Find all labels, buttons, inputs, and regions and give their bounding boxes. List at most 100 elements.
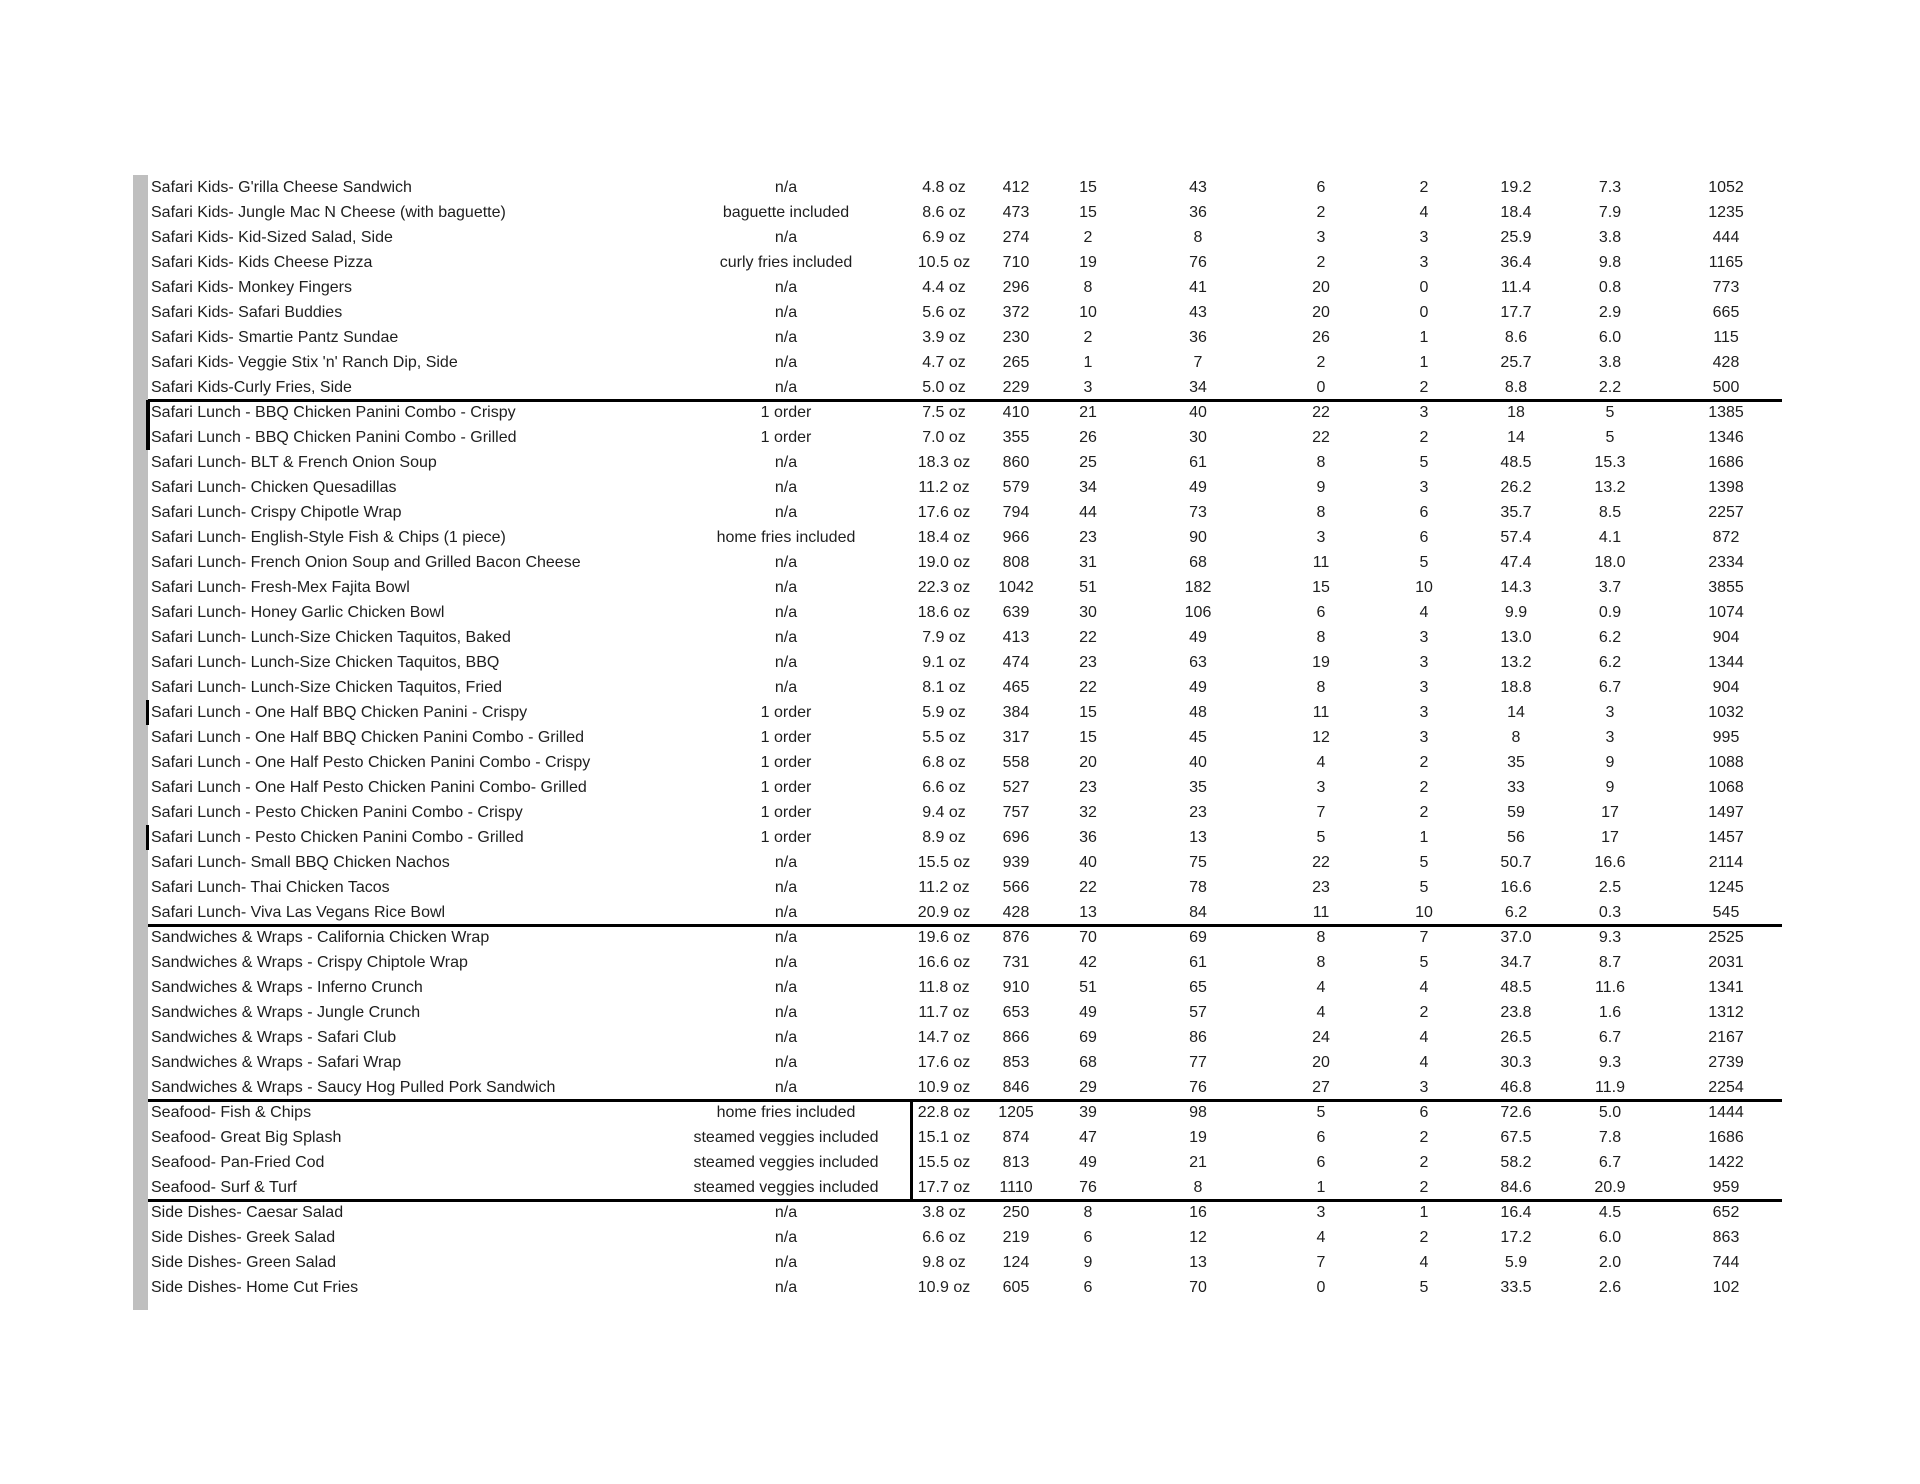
- note-cell[interactable]: n/a: [774, 1254, 798, 1271]
- value-cell[interactable]: 5.9: [1504, 1254, 1528, 1271]
- note-cell[interactable]: home fries included: [716, 529, 856, 546]
- value-cell[interactable]: 959: [1712, 1179, 1740, 1196]
- serving-size-cell[interactable]: 11.7 oz: [918, 1004, 970, 1021]
- value-cell[interactable]: 444: [1712, 229, 1740, 246]
- note-cell[interactable]: n/a: [774, 1029, 798, 1046]
- note-cell[interactable]: n/a: [774, 229, 798, 246]
- note-cell[interactable]: 1 order: [760, 779, 812, 796]
- note-cell[interactable]: n/a: [774, 1054, 798, 1071]
- value-cell[interactable]: 2: [1419, 1179, 1429, 1196]
- item-name-cell[interactable]: Safari Lunch - BBQ Chicken Panini Combo …: [151, 429, 517, 446]
- value-cell[interactable]: 6.2: [1598, 629, 1622, 646]
- value-cell[interactable]: 6: [1316, 604, 1326, 621]
- serving-size-cell[interactable]: 10.9 oz: [917, 1279, 971, 1296]
- value-cell[interactable]: 20: [1312, 279, 1330, 296]
- value-cell[interactable]: 3: [1419, 479, 1429, 496]
- note-cell[interactable]: n/a: [774, 504, 798, 521]
- item-name-cell[interactable]: Safari Lunch - BBQ Chicken Panini Combo …: [151, 404, 516, 421]
- item-name-cell[interactable]: Seafood- Surf & Turf: [151, 1179, 297, 1196]
- serving-size-cell[interactable]: 7.5 oz: [922, 404, 966, 421]
- value-cell[interactable]: 14: [1507, 429, 1525, 446]
- value-cell[interactable]: 19: [1079, 254, 1097, 271]
- value-cell[interactable]: 1088: [1708, 754, 1744, 771]
- value-cell[interactable]: 1: [1316, 1179, 1326, 1196]
- value-cell[interactable]: 413: [1002, 629, 1030, 646]
- item-name-cell[interactable]: Safari Kids- Jungle Mac N Cheese (with b…: [151, 204, 506, 221]
- value-cell[interactable]: 26.2: [1500, 479, 1532, 496]
- value-cell[interactable]: 0.9: [1598, 604, 1622, 621]
- value-cell[interactable]: 566: [1002, 879, 1030, 896]
- serving-size-cell[interactable]: 3.8 oz: [922, 1204, 966, 1221]
- value-cell[interactable]: 36: [1189, 204, 1207, 221]
- value-cell[interactable]: 6: [1083, 1229, 1093, 1246]
- value-cell[interactable]: 19.2: [1500, 179, 1532, 196]
- value-cell[interactable]: 22: [1312, 429, 1330, 446]
- value-cell[interactable]: 23: [1189, 804, 1207, 821]
- value-cell[interactable]: 0: [1419, 279, 1429, 296]
- item-name-cell[interactable]: Safari Lunch - One Half BBQ Chicken Pani…: [151, 729, 585, 746]
- serving-size-cell[interactable]: 15.5 oz: [917, 854, 971, 871]
- value-cell[interactable]: 16.4: [1500, 1204, 1532, 1221]
- value-cell[interactable]: 39: [1079, 1104, 1097, 1121]
- value-cell[interactable]: 61: [1189, 454, 1207, 471]
- value-cell[interactable]: 22: [1312, 404, 1330, 421]
- value-cell[interactable]: 43: [1189, 304, 1207, 321]
- value-cell[interactable]: 2: [1419, 1129, 1429, 1146]
- value-cell[interactable]: 2: [1083, 329, 1093, 346]
- value-cell[interactable]: 4: [1419, 1254, 1429, 1271]
- value-cell[interactable]: 7: [1419, 929, 1429, 946]
- note-cell[interactable]: n/a: [774, 654, 798, 671]
- value-cell[interactable]: 15.3: [1594, 454, 1626, 471]
- value-cell[interactable]: 639: [1002, 604, 1030, 621]
- value-cell[interactable]: 2525: [1708, 929, 1744, 946]
- value-cell[interactable]: 8: [1316, 504, 1326, 521]
- value-cell[interactable]: 20: [1312, 304, 1330, 321]
- value-cell[interactable]: 2.2: [1598, 379, 1622, 396]
- value-cell[interactable]: 49: [1079, 1004, 1097, 1021]
- value-cell[interactable]: 77: [1189, 1054, 1207, 1071]
- item-name-cell[interactable]: Safari Lunch- Crispy Chipotle Wrap: [151, 504, 402, 521]
- value-cell[interactable]: 665: [1712, 304, 1740, 321]
- value-cell[interactable]: 35: [1189, 779, 1207, 796]
- value-cell[interactable]: 846: [1002, 1079, 1030, 1096]
- value-cell[interactable]: 25.9: [1500, 229, 1532, 246]
- serving-size-cell[interactable]: 8.1 oz: [922, 679, 966, 696]
- value-cell[interactable]: 49: [1079, 1154, 1097, 1171]
- value-cell[interactable]: 9: [1605, 754, 1615, 771]
- value-cell[interactable]: 6: [1316, 1129, 1326, 1146]
- value-cell[interactable]: 2: [1419, 754, 1429, 771]
- value-cell[interactable]: 42: [1079, 954, 1097, 971]
- note-cell[interactable]: n/a: [774, 379, 798, 396]
- item-name-cell[interactable]: Seafood- Fish & Chips: [151, 1104, 312, 1121]
- value-cell[interactable]: 527: [1002, 779, 1030, 796]
- serving-size-cell[interactable]: 15.1 oz: [917, 1129, 971, 1146]
- value-cell[interactable]: 23: [1079, 529, 1097, 546]
- value-cell[interactable]: 76: [1189, 1079, 1207, 1096]
- value-cell[interactable]: 15: [1079, 179, 1097, 196]
- value-cell[interactable]: 3: [1419, 704, 1429, 721]
- item-name-cell[interactable]: Safari Lunch- Lunch-Size Chicken Taquito…: [151, 679, 502, 696]
- value-cell[interactable]: 13: [1079, 904, 1097, 921]
- note-cell[interactable]: n/a: [774, 454, 798, 471]
- value-cell[interactable]: 910: [1002, 979, 1030, 996]
- item-name-cell[interactable]: Safari Lunch - One Half BBQ Chicken Pani…: [151, 704, 528, 721]
- value-cell[interactable]: 3: [1419, 229, 1429, 246]
- value-cell[interactable]: 2.9: [1598, 304, 1622, 321]
- value-cell[interactable]: 2: [1419, 1004, 1429, 1021]
- value-cell[interactable]: 13.2: [1594, 479, 1626, 496]
- value-cell[interactable]: 8: [1316, 954, 1326, 971]
- value-cell[interactable]: 30: [1079, 604, 1097, 621]
- note-cell[interactable]: n/a: [774, 329, 798, 346]
- value-cell[interactable]: 2254: [1708, 1079, 1744, 1096]
- serving-size-cell[interactable]: 5.6 oz: [922, 304, 966, 321]
- serving-size-cell[interactable]: 15.5 oz: [917, 1154, 971, 1171]
- value-cell[interactable]: 61: [1189, 954, 1207, 971]
- note-cell[interactable]: 1 order: [760, 429, 812, 446]
- value-cell[interactable]: 70: [1189, 1279, 1207, 1296]
- value-cell[interactable]: 1.6: [1598, 1004, 1622, 1021]
- item-name-cell[interactable]: Safari Lunch- French Onion Soup and Gril…: [151, 554, 581, 571]
- value-cell[interactable]: 16.6: [1500, 879, 1532, 896]
- value-cell[interactable]: 6: [1419, 504, 1429, 521]
- value-cell[interactable]: 4: [1419, 1029, 1429, 1046]
- value-cell[interactable]: 473: [1002, 204, 1030, 221]
